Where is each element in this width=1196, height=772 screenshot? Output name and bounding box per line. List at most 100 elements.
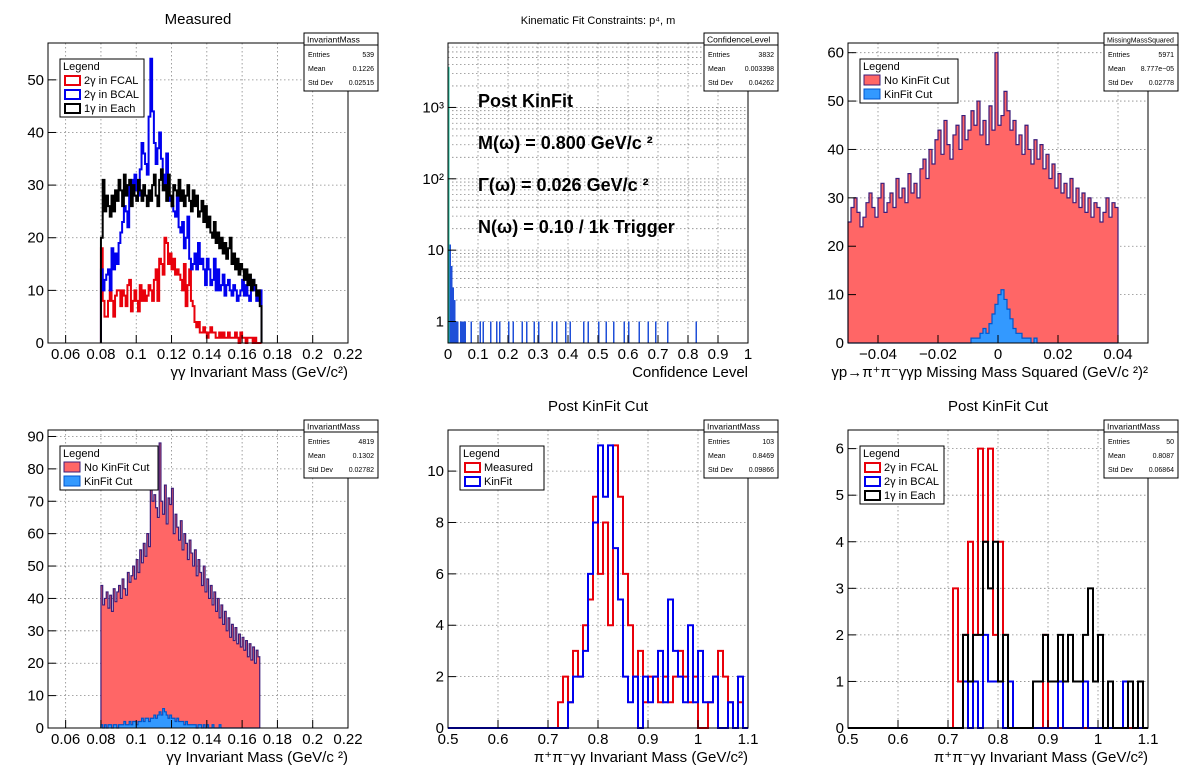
stats-value: 103 (762, 439, 774, 446)
annotations: Post KinFit M(ω) = 0.800 GeV/c ² Γ(ω) = 0.… (478, 91, 675, 237)
stats-title: InvariantMass (307, 422, 360, 432)
stats-box: InvariantMass Entries 4819 Mean 0.1302 Std De… (303, 419, 379, 479)
legend-entry: 2γ in BCAL (84, 89, 139, 101)
series-2 (100, 707, 260, 729)
annotation-text: Γ(ω) = 0.026 GeV/c ² (478, 175, 649, 195)
stats-key: Mean (708, 66, 726, 73)
stats-key: Std Dev (1108, 80, 1133, 87)
y-tick-label: 10 (27, 282, 44, 299)
legend-swatch (64, 89, 81, 100)
histogram-bin (623, 321, 625, 343)
y-tick-label: 60 (27, 526, 44, 543)
y-tick-label: 30 (827, 190, 844, 207)
plot-frame (47, 42, 349, 344)
legend-swatch (864, 462, 881, 473)
chart-panel-6: 0.5 0.6 0.7 0.8 0.9 1 1.1 0 1 2 3 4 5 6 Post KinFit Cu… (836, 398, 1179, 766)
legend-entry: No KinFit Cut (884, 75, 949, 87)
stats-value: 0.8469 (753, 453, 775, 460)
legend-title: Legend (463, 448, 500, 460)
histogram-bin (638, 321, 640, 343)
y-tick-label: 8 (436, 514, 444, 531)
series-1 (100, 442, 261, 728)
histogram-bin (655, 321, 657, 343)
y-tick-label: 1 (436, 314, 444, 331)
stats-key: Mean (708, 453, 726, 460)
histogram-bin (496, 321, 498, 343)
stats-title: InvariantMass (1107, 422, 1160, 432)
y-tick-label: 3 (836, 580, 844, 597)
y-tick-label: 70 (27, 493, 44, 510)
legend-entry: No KinFit Cut (84, 462, 149, 474)
stats-key: Entries (1108, 52, 1130, 59)
axis-ticks: 0.5 0.6 0.7 0.8 0.9 1 1.1 0 1 2 3 4 5 6 (836, 441, 1159, 748)
series-line (99, 168, 263, 343)
histogram-bin (551, 321, 553, 343)
x-axis-label: π⁺π⁻γγ Invariant Mass (GeV/c²) (534, 749, 748, 766)
legend-swatch (864, 490, 881, 501)
histogram-bin (490, 321, 492, 343)
stats-key: Std Dev (308, 467, 333, 474)
y-tick-label: 30 (27, 177, 44, 194)
series-outline (100, 707, 260, 729)
stats-value: 50 (1166, 439, 1174, 446)
y-tick-label: 1 (836, 673, 844, 690)
x-tick-label: 0.8 (588, 731, 609, 748)
series-fill (848, 52, 1118, 343)
x-tick-label: 0 (994, 346, 1002, 363)
stats-key: Mean (1108, 453, 1126, 460)
x-tick-label: 0.7 (538, 731, 559, 748)
series-1 (847, 52, 1119, 343)
y-tick-label: 2 (436, 669, 444, 686)
series-line (99, 57, 263, 343)
legend-title: Legend (863, 61, 900, 73)
y-tick-label: 4 (436, 617, 444, 634)
y-tick-label: 50 (27, 72, 44, 89)
x-tick-label: 0.14 (192, 731, 221, 748)
stats-value: 5971 (1158, 52, 1174, 59)
x-tick-label: 1 (1094, 731, 1102, 748)
histogram-bin (463, 321, 465, 343)
stats-value: 3832 (758, 52, 774, 59)
x-tick-label: 0.06 (51, 731, 80, 748)
histogram-bin (455, 321, 457, 343)
axis-ticks: 0.06 0.08 0.1 0.12 0.14 0.16 0.18 0.2 0.22 0 10 20 3… (27, 428, 362, 748)
legend-swatch (63, 461, 81, 473)
annotation-text: M(ω) = 0.800 GeV/c ² (478, 133, 653, 153)
legend-entry: Measured (484, 462, 533, 474)
chart-title: Kinematic Fit Constraints: p⁴, m (521, 15, 676, 27)
x-tick-label: 0.6 (618, 346, 639, 363)
x-tick-label: 0.2 (302, 731, 323, 748)
y-tick-label: 10 (27, 688, 44, 705)
histogram-bin (470, 321, 472, 343)
histogram-bin (452, 287, 454, 343)
legend-title: Legend (63, 448, 100, 460)
histogram-bin (508, 321, 510, 343)
stats-box: ConfidenceLevel Entries 3832 Mean 0.003398 St… (703, 32, 779, 92)
stats-key: Entries (1108, 439, 1130, 446)
x-axis-label: π⁺π⁻γγ Invariant Mass (GeV/c²) (934, 749, 1148, 766)
x-tick-label: 0.7 (648, 346, 669, 363)
legend-entry: KinFit (484, 476, 512, 488)
x-tick-label: 0.5 (838, 731, 859, 748)
histogram-bin (605, 321, 607, 343)
chart-panel-1: 0.06 0.08 0.1 0.12 0.14 0.16 0.18 0.2 0.22 0 10 20 3… (27, 11, 379, 381)
histogram-bin (451, 265, 453, 343)
y-tick-label: 0 (36, 335, 44, 352)
chart-panel-5: 0.5 0.6 0.7 0.8 0.9 1 1.1 0 2 4 6 8 10 Post KinFit Cu… (427, 398, 779, 766)
stats-key: Entries (708, 439, 730, 446)
y-tick-label: 40 (27, 590, 44, 607)
stats-key: Std Dev (308, 80, 333, 87)
legend-title: Legend (63, 61, 100, 73)
x-tick-label: 0.18 (263, 731, 292, 748)
x-tick-label: 1 (694, 731, 702, 748)
stats-value: 0.02778 (1149, 80, 1174, 87)
chart-panel-3: −0.04 −0.02 0 0.02 0.04 0 10 20 30 40 50 60 γp→π⁺π⁻γ… (827, 32, 1179, 381)
stats-value: 0.06864 (1149, 467, 1174, 474)
stats-key: Std Dev (708, 467, 733, 474)
x-tick-label: 0 (444, 346, 452, 363)
x-tick-label: 0.5 (588, 346, 609, 363)
y-tick-label: 30 (27, 623, 44, 640)
x-tick-label: −0.02 (919, 346, 957, 363)
legend-title: Legend (863, 448, 900, 460)
x-tick-label: 0.9 (1038, 731, 1059, 748)
